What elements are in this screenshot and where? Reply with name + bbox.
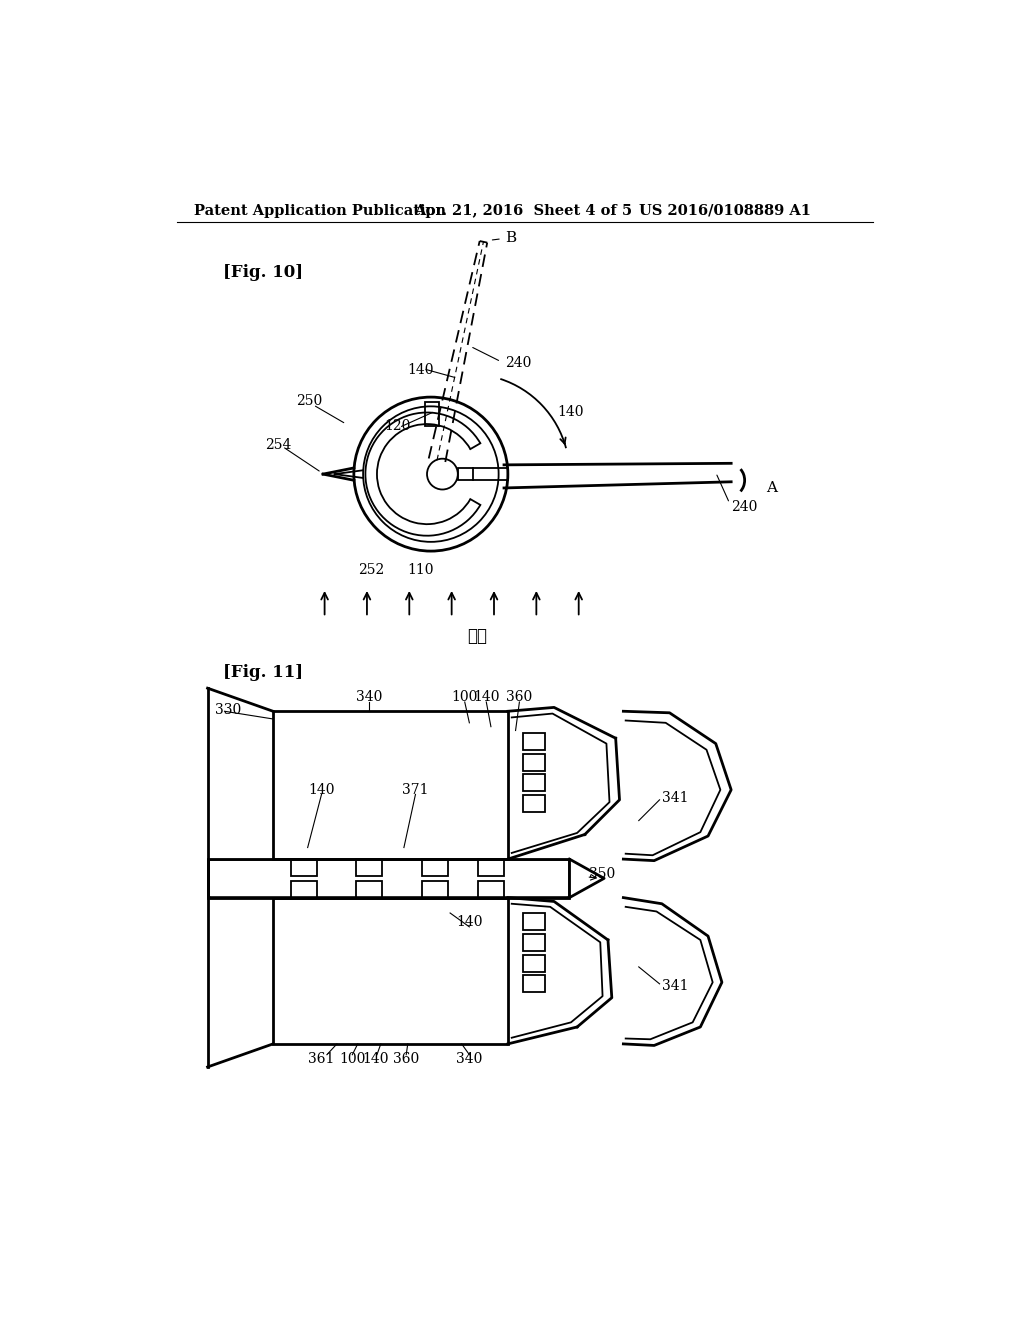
Text: 361: 361 <box>308 1052 335 1067</box>
Text: Patent Application Publication: Patent Application Publication <box>194 203 445 218</box>
Text: 240: 240 <box>505 356 531 370</box>
Bar <box>273 898 508 1044</box>
Text: 341: 341 <box>662 791 688 804</box>
Bar <box>425 403 439 425</box>
Bar <box>523 795 545 812</box>
Text: 340: 340 <box>356 690 382 705</box>
Bar <box>523 775 545 792</box>
Bar <box>422 880 447 898</box>
Text: 110: 110 <box>408 564 434 577</box>
Text: US 2016/0108889 A1: US 2016/0108889 A1 <box>639 203 811 218</box>
Bar <box>356 859 382 876</box>
Bar <box>523 913 545 929</box>
Bar <box>273 711 508 859</box>
Text: 140: 140 <box>407 363 433 376</box>
Text: 330: 330 <box>215 702 242 717</box>
Bar <box>523 754 545 771</box>
Text: 바람: 바람 <box>467 627 487 644</box>
Text: 120: 120 <box>385 420 411 433</box>
Text: 340: 340 <box>456 1052 482 1067</box>
Text: 100: 100 <box>339 1052 366 1067</box>
Text: Apr. 21, 2016  Sheet 4 of 5: Apr. 21, 2016 Sheet 4 of 5 <box>414 203 632 218</box>
Text: 140: 140 <box>456 915 482 929</box>
Text: 240: 240 <box>731 500 758 515</box>
Text: [Fig. 11]: [Fig. 11] <box>223 664 303 681</box>
Text: 371: 371 <box>402 783 429 797</box>
Text: 360: 360 <box>506 690 532 705</box>
Text: 140: 140 <box>557 405 584 420</box>
Bar <box>523 954 545 972</box>
Bar <box>356 880 382 898</box>
Text: 252: 252 <box>357 564 384 577</box>
Bar <box>422 859 447 876</box>
Bar <box>523 933 545 950</box>
Bar <box>523 975 545 993</box>
Bar <box>291 880 316 898</box>
Text: 254: 254 <box>265 438 292 451</box>
Text: 140: 140 <box>308 783 335 797</box>
Text: A: A <box>766 480 777 495</box>
Bar <box>458 467 473 480</box>
Bar <box>523 733 545 750</box>
Text: 140: 140 <box>362 1052 389 1067</box>
Text: 140: 140 <box>473 690 500 705</box>
Bar <box>291 859 316 876</box>
Text: B: B <box>505 231 516 246</box>
Text: 100: 100 <box>452 690 478 705</box>
Text: [Fig. 10]: [Fig. 10] <box>223 264 303 281</box>
Text: 360: 360 <box>393 1052 420 1067</box>
Bar <box>478 859 504 876</box>
Text: 250: 250 <box>296 393 323 408</box>
Bar <box>208 859 569 898</box>
Text: 350: 350 <box>590 867 615 882</box>
Text: 341: 341 <box>662 979 688 993</box>
Bar <box>478 880 504 898</box>
